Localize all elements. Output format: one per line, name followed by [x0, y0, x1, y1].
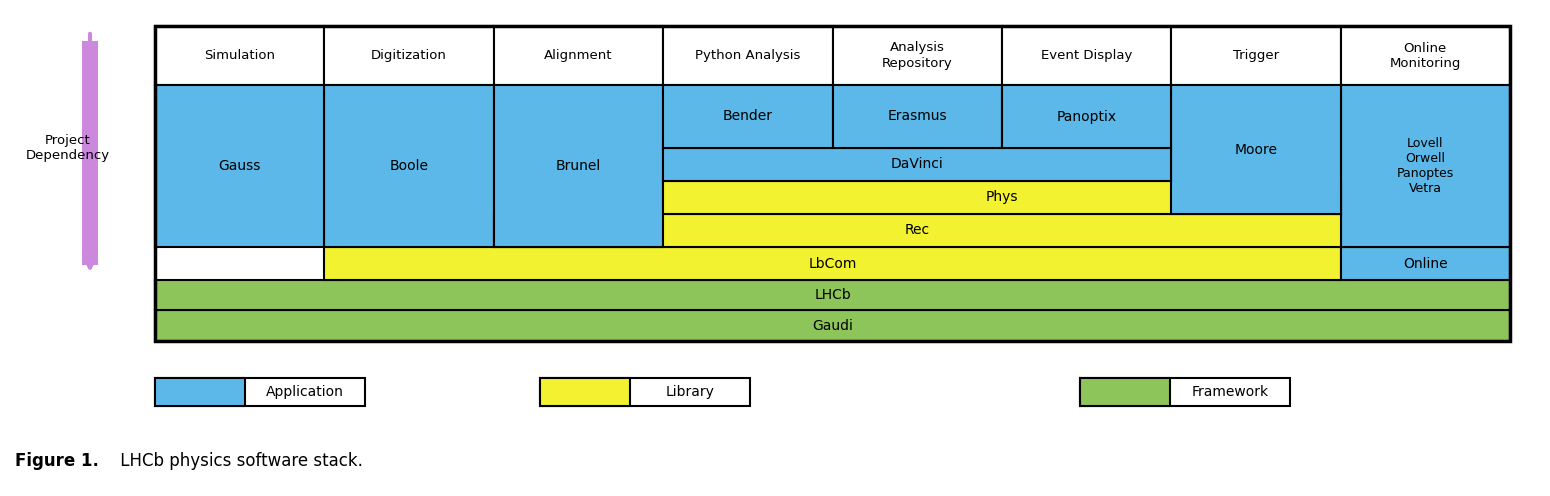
Bar	[1001, 85, 1172, 148]
Bar	[494, 85, 663, 247]
Text: Library: Library	[665, 385, 715, 399]
Bar	[663, 181, 1341, 214]
Bar	[155, 280, 1510, 310]
Bar	[1080, 378, 1170, 406]
Bar	[1080, 378, 1290, 406]
Bar	[155, 26, 1510, 341]
Bar	[155, 310, 1510, 341]
Text: LHCb: LHCb	[814, 288, 851, 302]
Text: Application: Application	[267, 385, 344, 399]
Text: Gauss: Gauss	[219, 159, 260, 173]
Text: Framework: Framework	[1192, 385, 1268, 399]
Text: Panoptix: Panoptix	[1057, 110, 1116, 124]
Bar	[663, 148, 1172, 181]
Text: Python Analysis: Python Analysis	[694, 49, 800, 62]
Bar	[832, 26, 1001, 85]
Bar	[155, 85, 324, 247]
Bar	[1341, 85, 1510, 247]
Bar	[155, 378, 245, 406]
Bar	[1001, 26, 1172, 85]
Bar	[494, 26, 663, 85]
Text: Event Display: Event Display	[1042, 49, 1132, 62]
Bar	[324, 26, 494, 85]
Text: Analysis
Repository: Analysis Repository	[882, 42, 953, 69]
Bar	[1172, 26, 1341, 85]
Bar	[663, 26, 832, 85]
Text: Moore: Moore	[1234, 142, 1277, 157]
Bar	[324, 247, 1341, 280]
Text: Brunel: Brunel	[556, 159, 601, 173]
Text: Rec: Rec	[905, 224, 930, 238]
Text: LHCb physics software stack.: LHCb physics software stack.	[115, 452, 363, 470]
Text: Online
Monitoring: Online Monitoring	[1390, 42, 1462, 69]
Bar	[539, 378, 750, 406]
Bar	[663, 85, 832, 148]
Text: Trigger: Trigger	[1232, 49, 1279, 62]
Bar	[155, 26, 324, 85]
Text: LbCom: LbCom	[808, 256, 857, 270]
Bar	[832, 85, 1001, 148]
Bar	[82, 41, 98, 265]
Text: Boole: Boole	[389, 159, 428, 173]
Bar	[494, 214, 1341, 247]
Text: Simulation: Simulation	[205, 49, 276, 62]
Bar	[539, 378, 629, 406]
Text: Figure 1.: Figure 1.	[16, 452, 99, 470]
Bar	[324, 85, 494, 247]
Bar	[1341, 26, 1510, 85]
Bar	[155, 378, 364, 406]
Text: Gaudi: Gaudi	[812, 318, 853, 332]
Text: DaVinci: DaVinci	[891, 158, 944, 172]
Text: Erasmus: Erasmus	[887, 110, 947, 124]
Text: Online: Online	[1403, 256, 1448, 270]
Text: Phys: Phys	[986, 190, 1018, 204]
Bar	[1172, 85, 1341, 214]
Bar	[1341, 247, 1510, 280]
Text: Lovell
Orwell
Panoptes
Vetra: Lovell Orwell Panoptes Vetra	[1397, 137, 1454, 195]
Text: Digitization: Digitization	[370, 49, 446, 62]
Text: Project
Dependency: Project Dependency	[26, 134, 110, 162]
Text: Alignment: Alignment	[544, 49, 612, 62]
Text: Bender: Bender	[722, 110, 773, 124]
